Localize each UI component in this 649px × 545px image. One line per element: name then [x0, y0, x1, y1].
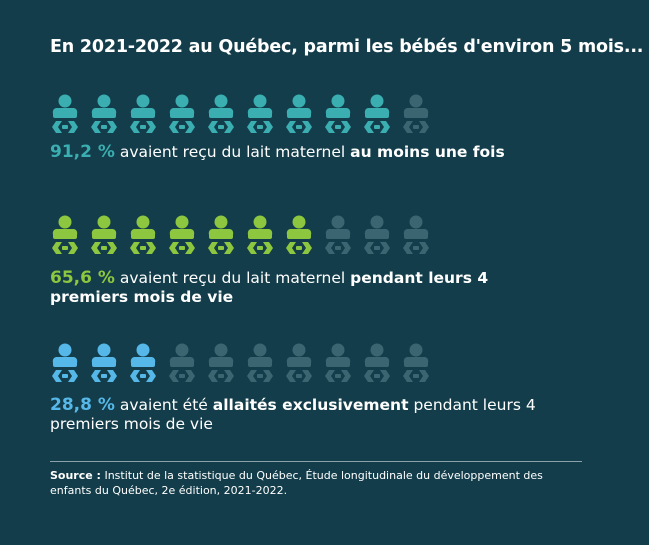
baby-icon-filled — [208, 94, 234, 133]
stat-bold: pendant leurs 4 premiers mois de vie — [50, 269, 489, 306]
baby-icon-filled — [247, 215, 273, 254]
baby-icon-filled — [130, 215, 156, 254]
baby-icon-filled — [52, 215, 78, 254]
baby-icon-empty — [364, 343, 390, 382]
stat-normal: pendant leurs 4 premiers mois de vie — [50, 396, 536, 433]
stat-normal: avaient été — [119, 396, 208, 414]
baby-icon-filled — [169, 94, 195, 133]
baby-icon-filled — [52, 343, 78, 382]
baby-icon-empty — [403, 215, 429, 254]
source-text: Institut de la statistique du Québec, Ét… — [50, 469, 543, 497]
baby-icon-filled — [91, 343, 117, 382]
baby-icon-filled — [169, 215, 195, 254]
stat-normal: avaient reçu du lait maternel — [119, 269, 346, 287]
stat-bold: au moins une fois — [350, 143, 505, 161]
stat-bold: allaités exclusivement — [212, 396, 409, 414]
title: En 2021-2022 au Québec, parmi les bébés … — [50, 37, 644, 57]
baby-icon-filled — [286, 215, 312, 254]
baby-icon-empty — [247, 343, 273, 382]
baby-icon-empty — [286, 343, 312, 382]
stat-text: 28,8 % avaient été allaités exclusivemen… — [50, 396, 550, 434]
baby-icon-filled — [247, 94, 273, 133]
baby-icon-filled — [130, 94, 156, 133]
baby-icon-empty — [169, 343, 195, 382]
source-label: Source : — [50, 469, 101, 482]
baby-icon-empty — [403, 94, 429, 133]
baby-icon-empty — [208, 343, 234, 382]
icon-row — [52, 94, 429, 133]
divider — [50, 461, 582, 462]
baby-icon-filled — [325, 94, 351, 133]
baby-icon-filled — [286, 94, 312, 133]
stat-text: 65,6 % avaient reçu du lait maternel pen… — [50, 269, 520, 307]
baby-icon-filled — [130, 343, 156, 382]
icon-row — [52, 343, 429, 382]
baby-icon-empty — [325, 343, 351, 382]
stat-highlight: 65,6 % — [50, 268, 115, 288]
stat-highlight: 28,8 % — [50, 395, 115, 415]
source: Source : Institut de la statistique du Q… — [50, 468, 580, 498]
baby-icon-empty — [364, 215, 390, 254]
baby-icon-empty — [325, 215, 351, 254]
baby-icon-filled — [364, 94, 390, 133]
stat-text: 91,2 % avaient reçu du lait maternel au … — [50, 143, 610, 162]
baby-icon-empty — [403, 343, 429, 382]
baby-icon-filled — [52, 94, 78, 133]
baby-icon-filled — [91, 94, 117, 133]
baby-icon-filled — [91, 215, 117, 254]
icon-row — [52, 215, 429, 254]
stat-normal: avaient reçu du lait maternel — [119, 143, 346, 161]
baby-icon-filled — [208, 215, 234, 254]
stat-highlight: 91,2 % — [50, 142, 115, 162]
